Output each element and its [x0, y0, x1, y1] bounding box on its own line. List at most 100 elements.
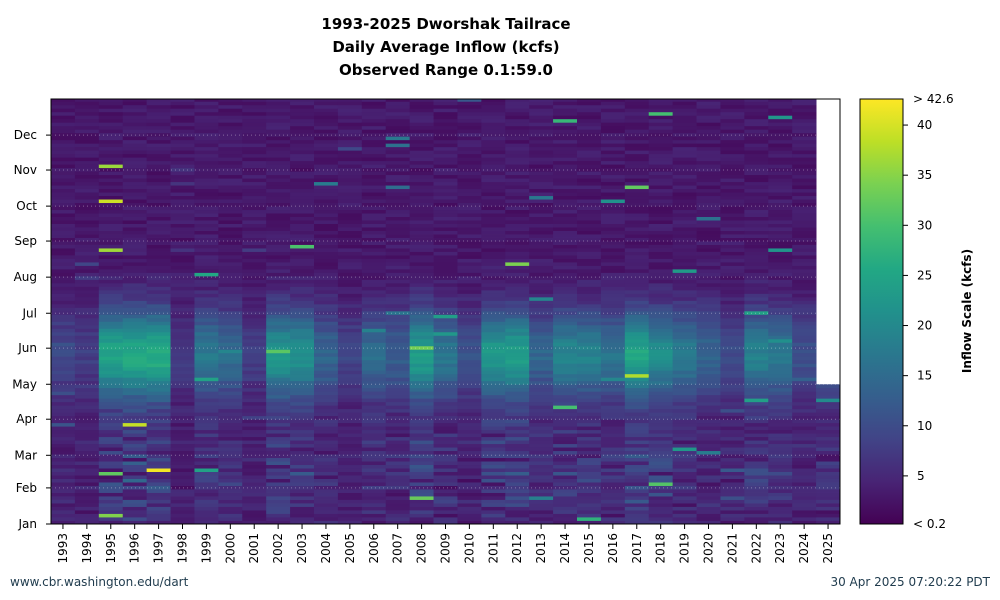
- heatmap-cell: [51, 258, 76, 263]
- heatmap-cell: [577, 272, 602, 277]
- heatmap-cell: [553, 272, 578, 277]
- heatmap-cell: [529, 125, 554, 130]
- heatmap-cell: [696, 146, 721, 151]
- heatmap-cell: [577, 289, 602, 294]
- heatmap-cell: [51, 125, 76, 130]
- heatmap-cell: [314, 370, 339, 375]
- heatmap-cell: [600, 485, 626, 490]
- heatmap-cell: [242, 272, 267, 277]
- heatmap-cell: [792, 146, 817, 151]
- heatmap-cell: [648, 248, 674, 252]
- heatmap-cell: [792, 394, 817, 399]
- y-tick-label: Mar: [14, 448, 37, 462]
- heatmap-cell: [290, 482, 315, 486]
- heatmap-cell: [314, 296, 339, 301]
- heatmap-cell: [529, 450, 554, 455]
- heatmap-cell: [744, 384, 769, 389]
- heatmap-cell: [146, 436, 171, 441]
- heatmap-cell: [457, 171, 482, 176]
- heatmap-cell: [529, 363, 554, 368]
- heatmap-cell: [290, 289, 315, 294]
- heatmap-cell: [242, 181, 267, 186]
- heatmap-cell: [337, 160, 363, 165]
- heatmap-cell: [624, 422, 650, 427]
- heatmap-cell: [816, 510, 840, 514]
- heatmap-cell: [98, 398, 124, 403]
- heatmap-cell: [314, 373, 339, 378]
- heatmap-cell: [242, 237, 267, 242]
- heatmap-cell: [242, 496, 267, 500]
- heatmap-cell: [457, 450, 482, 455]
- heatmap-cell: [146, 422, 171, 427]
- heatmap-cell: [553, 429, 578, 434]
- heatmap-cell: [648, 366, 674, 371]
- heatmap-cell: [194, 237, 219, 242]
- heatmap-cell: [553, 192, 578, 197]
- heatmap-cell: [505, 101, 530, 106]
- heatmap-cell: [457, 443, 482, 448]
- heatmap-cell: [457, 482, 482, 486]
- heatmap-cell: [577, 153, 602, 158]
- heatmap-cell: [505, 342, 530, 347]
- heatmap-cell: [696, 99, 721, 102]
- heatmap-cell: [816, 496, 840, 500]
- heatmap-cell: [648, 108, 674, 113]
- heatmap-cell: [600, 422, 626, 427]
- heatmap-cell: [74, 464, 100, 469]
- heatmap-cell: [98, 296, 124, 301]
- heatmap-cell: [51, 419, 76, 424]
- heatmap-cell: [266, 289, 291, 294]
- heatmap-cell: [744, 122, 769, 127]
- heatmap-cell: [672, 296, 697, 301]
- heatmap-cell: [696, 331, 721, 336]
- heatmap-cell: [170, 157, 195, 162]
- heatmap-cell: [146, 447, 171, 452]
- heatmap-cell: [337, 433, 363, 438]
- heatmap-cell: [314, 419, 339, 424]
- heatmap-cell: [457, 248, 482, 252]
- heatmap-cell: [218, 520, 243, 524]
- heatmap-cell: [433, 164, 458, 169]
- heatmap-cell: [672, 192, 697, 197]
- colorbar-tick-label: 5: [917, 469, 925, 483]
- heatmap-cell: [122, 489, 148, 493]
- heatmap-cell: [768, 146, 793, 151]
- heatmap-cell: [768, 248, 793, 252]
- heatmap-cell: [696, 282, 721, 287]
- heatmap-cell: [529, 199, 554, 204]
- heatmap-cell: [600, 289, 626, 294]
- x-tick-label: 1993: [56, 533, 70, 564]
- heatmap-cell: [51, 415, 76, 420]
- heatmap-cell: [816, 506, 840, 511]
- footer-source-link[interactable]: www.cbr.washington.edu/dart: [10, 575, 189, 589]
- heatmap-cell: [768, 503, 793, 507]
- heatmap-cell: [290, 272, 315, 277]
- heatmap-cell: [720, 111, 745, 116]
- heatmap-cell: [457, 188, 482, 193]
- heatmap-cell: [74, 461, 100, 466]
- heatmap-cell: [170, 447, 195, 452]
- heatmap-cell: [433, 234, 458, 238]
- heatmap-cell: [385, 192, 411, 197]
- heatmap-cell: [672, 282, 697, 287]
- heatmap-cell: [194, 178, 219, 183]
- heatmap-cell: [529, 520, 554, 524]
- heatmap-cell: [457, 237, 482, 242]
- heatmap-cell: [337, 370, 363, 375]
- heatmap-cell: [290, 251, 315, 256]
- heatmap-cell: [672, 324, 697, 329]
- heatmap-cell: [290, 307, 315, 312]
- heatmap-cell: [720, 314, 745, 319]
- heatmap-cell: [170, 143, 195, 148]
- heatmap-cell: [553, 366, 578, 371]
- heatmap-cell: [553, 433, 578, 438]
- heatmap-cell: [74, 289, 100, 294]
- heatmap-cell: [385, 366, 411, 371]
- heatmap-cell: [505, 314, 530, 319]
- heatmap-cell: [672, 237, 697, 242]
- heatmap-cell: [242, 373, 267, 378]
- heatmap-cell: [218, 202, 243, 207]
- heatmap-cell: [385, 412, 411, 417]
- heatmap-cell: [122, 188, 148, 193]
